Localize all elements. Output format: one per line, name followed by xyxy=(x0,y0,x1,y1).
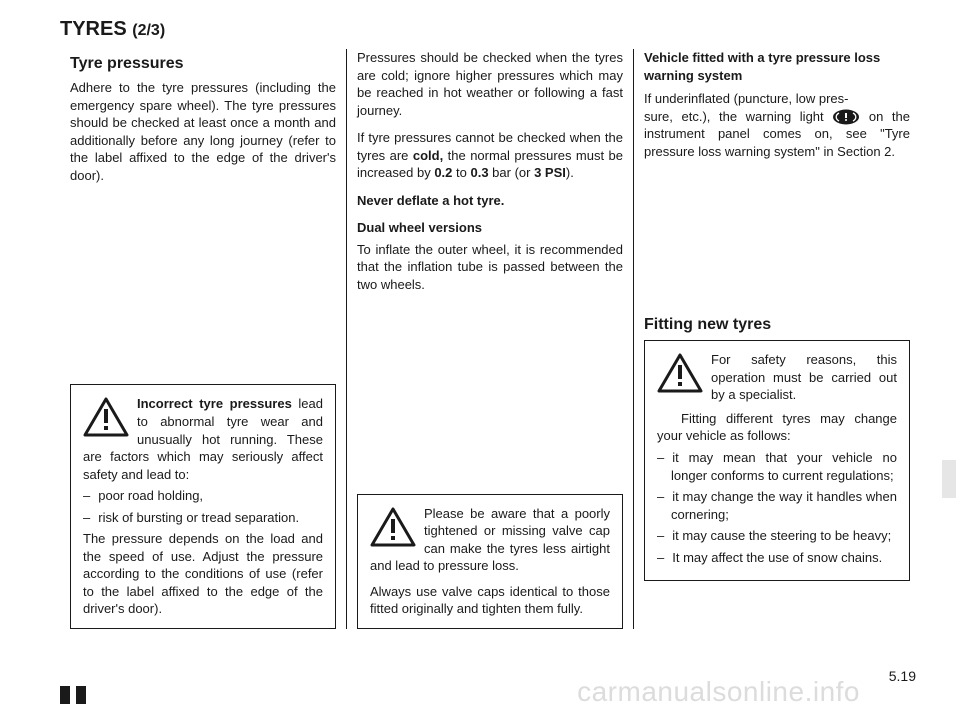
col2-p2i: ). xyxy=(566,165,574,180)
title-suffix: (2/3) xyxy=(132,22,165,39)
mark xyxy=(76,686,86,704)
footer-marks xyxy=(60,686,86,704)
col1-box-li1: poor road holding, xyxy=(83,487,323,505)
page-number: 5.19 xyxy=(889,668,916,684)
col2-p3: Never deflate a hot tyre. xyxy=(357,192,623,210)
col2-p2f: 0.3 xyxy=(470,165,488,180)
warning-icon xyxy=(83,397,129,437)
col3-p1: If underinflated (puncture, low pres- su… xyxy=(644,90,910,160)
tyre-pressure-icon xyxy=(832,109,860,125)
column-3: Vehicle fitted with a tyre pressure loss… xyxy=(634,49,920,629)
col2-h4: Dual wheel versions xyxy=(357,219,623,237)
col2-p1: Pressures should be checked when the tyr… xyxy=(357,49,623,119)
column-2: Pressures should be checked when the tyr… xyxy=(347,49,633,629)
col3-p1b: sure, etc.), the warning light xyxy=(644,109,832,124)
page: TYRES (2/3) Tyre pressures Adhere to the… xyxy=(0,0,960,710)
col2-p2b: cold, xyxy=(413,148,443,163)
col3-box-lead: For safety reasons, this operation must … xyxy=(711,352,897,402)
col1-box-list: poor road holding, risk of bursting or t… xyxy=(83,487,323,526)
col2-p4: To inflate the outer wheel, it is recomm… xyxy=(357,241,623,294)
column-1: Tyre pressures Adhere to the tyre pressu… xyxy=(60,49,346,629)
col1-heading: Tyre pressures xyxy=(70,55,336,73)
col1-box-p2: The pressure depends on the load and the… xyxy=(83,530,323,618)
col3-box-p2: Fitting different tyres may change your … xyxy=(657,410,897,445)
col3-box-li3: it may cause the steering to be heavy; xyxy=(657,527,897,545)
col1-warning-box: Incorrect tyre pressures lead to abnorma… xyxy=(70,384,336,629)
col2-p2g: bar (or xyxy=(489,165,535,180)
col1-p1: Adhere to the tyre pressures (including … xyxy=(70,79,336,184)
col3-box-list: it may mean that your vehicle no longer … xyxy=(657,449,897,566)
page-title: TYRES (2/3) xyxy=(60,18,920,41)
col3-h2: Fitting new tyres xyxy=(644,316,910,334)
warning-icon xyxy=(657,353,703,393)
col2-p2: If tyre pressures cannot be checked when… xyxy=(357,129,623,182)
col2-p2e: to xyxy=(452,165,470,180)
col2-box-p2: Always use valve caps identical to those… xyxy=(370,583,610,618)
columns: Tyre pressures Adhere to the tyre pressu… xyxy=(60,49,920,629)
side-tab xyxy=(942,460,956,498)
col2-warning-box: Please be aware that a poorly tightened … xyxy=(357,494,623,629)
col2-p2h: 3 PSI xyxy=(534,165,566,180)
warning-icon xyxy=(370,507,416,547)
col3-box-li1: it may mean that your vehicle no longer … xyxy=(657,449,897,484)
col1-box-lead1: Incorrect tyre pressures xyxy=(137,396,292,411)
col3-h1: Vehicle fitted with a tyre pressure loss… xyxy=(644,49,910,84)
mark xyxy=(60,686,70,704)
col3-box-li2: it may change the way it handles when co… xyxy=(657,488,897,523)
col1-box-li2: risk of bursting or tread separation. xyxy=(83,509,323,527)
col3-warning-box: For safety reasons, this operation must … xyxy=(644,340,910,581)
col2-p2d: 0.2 xyxy=(434,165,452,180)
watermark: carmanualsonline.info xyxy=(577,676,860,708)
spacer xyxy=(644,170,910,310)
col3-box-li4: It may affect the use of snow chains. xyxy=(657,549,897,567)
title-text: TYRES xyxy=(60,18,127,40)
col3-p1a: If underinflated (puncture, low pres- xyxy=(644,91,849,106)
